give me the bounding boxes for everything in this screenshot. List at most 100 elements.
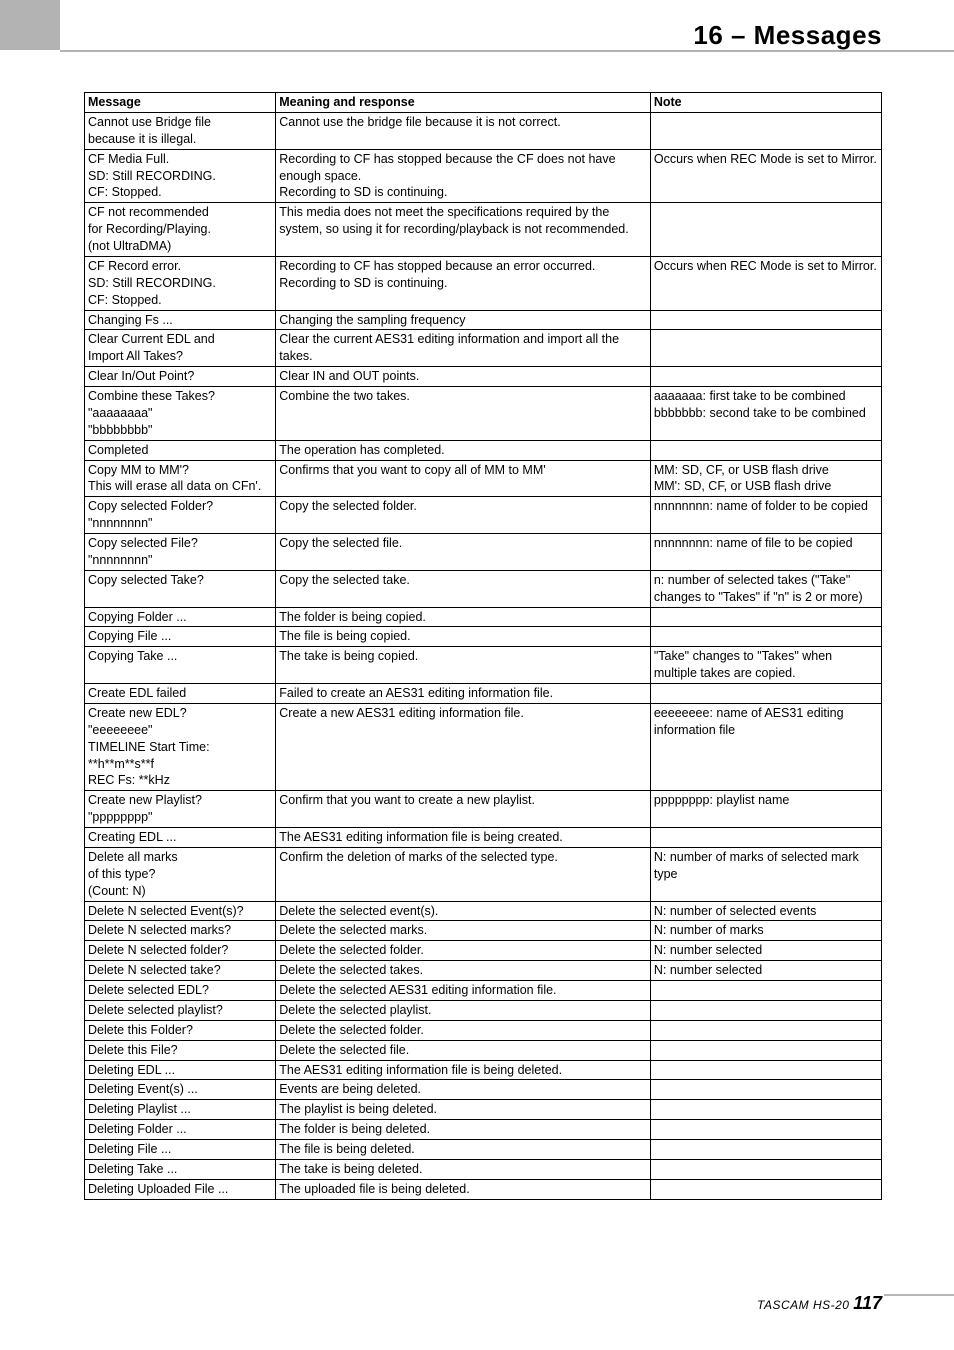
cell-message: CF Record error. SD: Still RECORDING. CF… <box>85 256 276 310</box>
table-row: Create new EDL? "eeeeeeee" TIMELINE Star… <box>85 703 882 790</box>
cell-note: N: number of selected events <box>650 901 881 921</box>
cell-message: Copy selected File? "nnnnnnnn" <box>85 534 276 571</box>
cell-meaning: Delete the selected folder. <box>276 941 651 961</box>
table-row: Creating EDL ...The AES31 editing inform… <box>85 828 882 848</box>
col-note: Note <box>650 93 881 113</box>
cell-message: Create new EDL? "eeeeeeee" TIMELINE Star… <box>85 703 276 790</box>
cell-note <box>650 1020 881 1040</box>
cell-meaning: Clear the current AES31 editing informat… <box>276 330 651 367</box>
cell-message: Copy MM to MM'? This will erase all data… <box>85 460 276 497</box>
cell-note <box>650 627 881 647</box>
cell-meaning: Recording to CF has stopped because the … <box>276 149 651 203</box>
table-row: Clear In/Out Point?Clear IN and OUT poin… <box>85 367 882 387</box>
cell-meaning: Cannot use the bridge file because it is… <box>276 112 651 149</box>
col-message: Message <box>85 93 276 113</box>
cell-message: Delete selected playlist? <box>85 1000 276 1020</box>
cell-meaning: Clear IN and OUT points. <box>276 367 651 387</box>
cell-note <box>650 310 881 330</box>
cell-message: Copy selected Folder? "nnnnnnnn" <box>85 497 276 534</box>
cell-meaning: The operation has completed. <box>276 440 651 460</box>
cell-note <box>650 1140 881 1160</box>
cell-note: aaaaaaa: first take to be combined bbbbb… <box>650 387 881 441</box>
cell-message: Delete N selected Event(s)? <box>85 901 276 921</box>
cell-meaning: Confirms that you want to copy all of MM… <box>276 460 651 497</box>
cell-message: CF Media Full. SD: Still RECORDING. CF: … <box>85 149 276 203</box>
cell-note <box>650 330 881 367</box>
heading-wrap: 16 – Messages <box>693 20 882 51</box>
cell-message: Delete all marks of this type? (Count: N… <box>85 847 276 901</box>
table-row: Delete N selected folder?Delete the sele… <box>85 941 882 961</box>
cell-meaning: Create a new AES31 editing information f… <box>276 703 651 790</box>
cell-note <box>650 1159 881 1179</box>
page: 16 – Messages Message Meaning and respon… <box>0 0 954 1350</box>
table-row: Deleting Take ...The take is being delet… <box>85 1159 882 1179</box>
cell-note: Occurs when REC Mode is set to Mirror. <box>650 149 881 203</box>
cell-meaning: Confirm the deletion of marks of the sel… <box>276 847 651 901</box>
cell-meaning: The folder is being copied. <box>276 607 651 627</box>
cell-note <box>650 112 881 149</box>
cell-meaning: Copy the selected take. <box>276 570 651 607</box>
table-row: Clear Current EDL and Import All Takes?C… <box>85 330 882 367</box>
cell-meaning: The AES31 editing information file is be… <box>276 828 651 848</box>
col-meaning: Meaning and response <box>276 93 651 113</box>
cell-meaning: Delete the selected folder. <box>276 1020 651 1040</box>
cell-message: Delete N selected folder? <box>85 941 276 961</box>
table-row: Delete N selected Event(s)?Delete the se… <box>85 901 882 921</box>
table-row: Delete N selected marks?Delete the selec… <box>85 921 882 941</box>
table-row: Deleting Playlist ...The playlist is bei… <box>85 1100 882 1120</box>
cell-message: Deleting Uploaded File ... <box>85 1179 276 1199</box>
cell-note <box>650 1000 881 1020</box>
cell-note <box>650 440 881 460</box>
cell-note <box>650 1179 881 1199</box>
cell-meaning: The folder is being deleted. <box>276 1120 651 1140</box>
cell-note: N: number selected <box>650 961 881 981</box>
cell-message: Copying File ... <box>85 627 276 647</box>
table-row: Delete this File?Delete the selected fil… <box>85 1040 882 1060</box>
cell-meaning: Delete the selected playlist. <box>276 1000 651 1020</box>
top-left-band <box>0 0 60 50</box>
cell-note <box>650 1060 881 1080</box>
table-row: Copying File ...The file is being copied… <box>85 627 882 647</box>
cell-message: Copying Folder ... <box>85 607 276 627</box>
cell-note: pppppppp: playlist name <box>650 791 881 828</box>
table-row: Combine these Takes? "aaaaaaaa" "bbbbbbb… <box>85 387 882 441</box>
cell-meaning: Events are being deleted. <box>276 1080 651 1100</box>
cell-meaning: Delete the selected AES31 editing inform… <box>276 981 651 1001</box>
cell-meaning: The file is being copied. <box>276 627 651 647</box>
cell-note: nnnnnnnn: name of folder to be copied <box>650 497 881 534</box>
cell-meaning: The AES31 editing information file is be… <box>276 1060 651 1080</box>
table-row: Delete selected playlist?Delete the sele… <box>85 1000 882 1020</box>
cell-meaning: Delete the selected marks. <box>276 921 651 941</box>
cell-note <box>650 828 881 848</box>
cell-note <box>650 684 881 704</box>
cell-meaning: Combine the two takes. <box>276 387 651 441</box>
cell-note: nnnnnnnn: name of file to be copied <box>650 534 881 571</box>
table-row: Deleting Folder ...The folder is being d… <box>85 1120 882 1140</box>
cell-note: Occurs when REC Mode is set to Mirror. <box>650 256 881 310</box>
cell-note: eeeeeeee: name of AES31 editing informat… <box>650 703 881 790</box>
cell-message: Create EDL failed <box>85 684 276 704</box>
cell-meaning: Delete the selected file. <box>276 1040 651 1060</box>
table-row: Deleting EDL ...The AES31 editing inform… <box>85 1060 882 1080</box>
cell-meaning: Delete the selected event(s). <box>276 901 651 921</box>
cell-message: Cannot use Bridge file because it is ill… <box>85 112 276 149</box>
cell-message: Deleting Take ... <box>85 1159 276 1179</box>
cell-meaning: The take is being copied. <box>276 647 651 684</box>
cell-note <box>650 607 881 627</box>
cell-message: Delete this Folder? <box>85 1020 276 1040</box>
cell-message: Creating EDL ... <box>85 828 276 848</box>
cell-message: Deleting EDL ... <box>85 1060 276 1080</box>
page-title: 16 – Messages <box>693 20 882 50</box>
cell-message: Deleting Folder ... <box>85 1120 276 1140</box>
messages-table-wrap: Message Meaning and response Note Cannot… <box>84 92 882 1200</box>
footer: TASCAM HS-20 117 <box>757 1293 882 1314</box>
cell-meaning: The take is being deleted. <box>276 1159 651 1179</box>
cell-note <box>650 1120 881 1140</box>
cell-note <box>650 203 881 257</box>
table-row: CF not recommended for Recording/Playing… <box>85 203 882 257</box>
table-row: Create EDL failedFailed to create an AES… <box>85 684 882 704</box>
header-divider <box>60 50 954 52</box>
cell-meaning: Changing the sampling frequency <box>276 310 651 330</box>
cell-message: Delete N selected take? <box>85 961 276 981</box>
cell-note <box>650 1080 881 1100</box>
